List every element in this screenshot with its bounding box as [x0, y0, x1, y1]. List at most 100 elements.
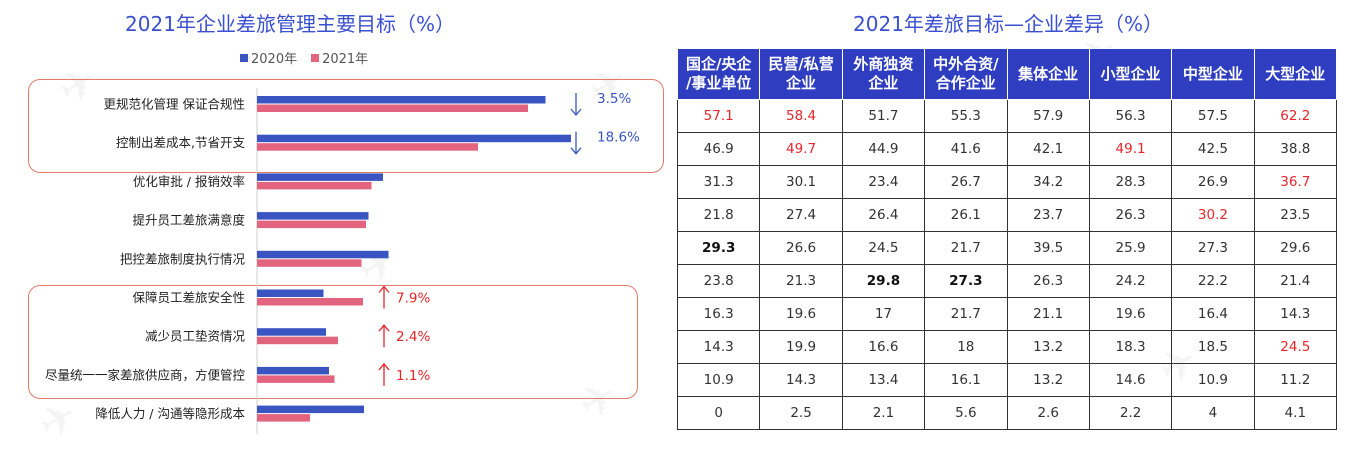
- table-header-row: 国企/央企 /事业单位 民营/私营 企业 外商独资 企业 中外合资/ 合作企业 集体企业…: [676, 48, 1338, 100]
- bar-2021: [257, 259, 362, 267]
- table-cell: 18.5: [1171, 330, 1255, 364]
- change-label: 3.5%: [597, 91, 631, 107]
- table-row: 14.3 19.9 16.6 18 13.2 18.3 18.5 24.5: [676, 330, 1338, 364]
- bar-2021: [257, 143, 478, 151]
- table-cell: 49.1: [1088, 132, 1173, 166]
- table-cell: 26.9: [1171, 165, 1255, 199]
- table-cell: 21.3: [759, 264, 843, 298]
- chart-legend: 2020年 2021年: [240, 48, 368, 67]
- table-cell: 16.1: [924, 363, 1008, 397]
- table-cell: 17: [841, 297, 926, 331]
- bar-2020: [257, 212, 369, 220]
- table-cell: 5.6: [924, 396, 1008, 430]
- legend-label-2021: 2021年: [322, 52, 369, 67]
- table-cell: 26.3: [1006, 264, 1090, 298]
- column-header: 大型企业: [1253, 48, 1338, 100]
- table-cell: 19.6: [1088, 297, 1173, 331]
- category-label: 尽量统一一家差旅供应商，方便管控: [45, 367, 246, 382]
- table-cell: 14.3: [759, 363, 843, 397]
- arrow-head-icon: [570, 147, 582, 155]
- table-row: 46.9 49.7 44.9 41.6 42.1 49.1 42.5 38.8: [676, 132, 1338, 166]
- arrow-head-icon: [378, 285, 390, 293]
- table-cell: 10.9: [676, 363, 761, 397]
- column-header: 集体企业: [1006, 48, 1090, 100]
- highlight-box-cost: [28, 79, 664, 173]
- arrow-head-icon: [570, 108, 582, 117]
- table-cell: 26.3: [1088, 198, 1173, 232]
- category-label: 保障员工差旅安全性: [132, 290, 245, 305]
- bar-2021: [257, 414, 310, 422]
- table-cell: 27.3: [1171, 231, 1255, 265]
- bar-2020: [257, 250, 389, 259]
- table-cell: 30.1: [759, 165, 843, 199]
- column-header: 外商独资 企业: [841, 48, 926, 100]
- table-cell: 31.3: [676, 165, 761, 199]
- bar-2021: [257, 220, 366, 229]
- table-cell: 27.4: [759, 198, 843, 232]
- column-header: 小型企业: [1088, 48, 1173, 100]
- table-cell: 13.2: [1006, 363, 1090, 397]
- category-label: 更规范化管理 保证合规性: [104, 97, 245, 112]
- table-cell: 2.2: [1088, 396, 1173, 430]
- table-cell: 23.4: [841, 165, 926, 199]
- legend-label-2020: 2020年: [251, 52, 298, 67]
- legend-swatch-2020: [240, 53, 248, 62]
- table-cell: 29.8: [841, 264, 926, 298]
- table-cell: 21.7: [924, 231, 1008, 265]
- table-cell: 42.1: [1006, 132, 1090, 166]
- table-cell: 14.6: [1088, 363, 1173, 397]
- bar-2020: [257, 96, 546, 104]
- table-cell: 23.7: [1006, 198, 1090, 232]
- table-cell: 26.4: [841, 198, 926, 232]
- table-cell: 21.1: [1006, 297, 1090, 331]
- column-header: 国企/央企 /事业单位: [676, 48, 761, 100]
- table-cell: 49.7: [759, 132, 843, 166]
- change-label: 1.1%: [396, 368, 430, 384]
- table-cell: 2.6: [1006, 396, 1090, 430]
- table-cell: 57.9: [1006, 99, 1090, 133]
- table-cell: 21.7: [924, 297, 1008, 331]
- table-cell: 4.1: [1253, 396, 1338, 430]
- column-header: 中外合资/ 合作企业: [924, 48, 1008, 100]
- table-row: 10.9 14.3 13.4 16.1 13.2 14.6 10.9 11.2: [676, 363, 1338, 397]
- category-label: 减少员工垫资情况: [145, 329, 246, 344]
- table-cell: 13.2: [1006, 330, 1090, 364]
- table-cell: 19.9: [759, 330, 843, 364]
- bar-2020: [257, 289, 324, 297]
- table-cell: 41.6: [924, 132, 1008, 166]
- table-cell: 18.3: [1088, 330, 1173, 364]
- legend-swatch-2021: [311, 53, 320, 62]
- table-cell: 0: [676, 396, 761, 430]
- table-cell: 18: [924, 330, 1008, 364]
- table-cell: 55.3: [924, 99, 1008, 133]
- table-cell: 23.8: [676, 264, 761, 298]
- table-cell: 30.2: [1171, 198, 1255, 232]
- table-cell: 57.1: [676, 99, 761, 133]
- bar-2020: [257, 134, 571, 143]
- table-cell: 39.5: [1006, 231, 1090, 265]
- bar-2021: [257, 336, 338, 345]
- table-row: 16.3 19.6 17 21.7 21.1 19.6 16.4 14.3: [676, 297, 1338, 331]
- table-cell: 62.2: [1253, 99, 1338, 133]
- table-title: 2021年差旅目标—企业差异（%）: [853, 12, 1163, 36]
- change-label: 7.9%: [396, 291, 430, 307]
- table-cell: 44.9: [841, 132, 926, 166]
- table-cell: 21.4: [1253, 264, 1338, 298]
- table-cell: 38.8: [1253, 132, 1338, 166]
- table-cell: 2.5: [759, 396, 843, 430]
- table-row: 31.3 30.1 23.4 26.7 34.2 28.3 26.9 36.7: [676, 165, 1338, 199]
- legend-item-2021: 2021年: [311, 48, 368, 67]
- column-header: 民营/私营 企业: [759, 48, 843, 100]
- table-cell: 27.3: [924, 264, 1008, 298]
- change-label: 18.6%: [597, 130, 640, 146]
- table-cell: 2.1: [841, 396, 926, 430]
- table-cell: 57.5: [1171, 99, 1255, 133]
- table-cell: 29.3: [676, 231, 761, 265]
- table-cell: 23.5: [1253, 198, 1338, 232]
- table-cell: 16.6: [841, 330, 926, 364]
- table-cell: 14.3: [1253, 297, 1338, 331]
- table-cell: 24.2: [1088, 264, 1173, 298]
- arrow-head-icon: [378, 362, 390, 371]
- table-cell: 56.3: [1088, 99, 1173, 133]
- table-cell: 36.7: [1253, 165, 1338, 199]
